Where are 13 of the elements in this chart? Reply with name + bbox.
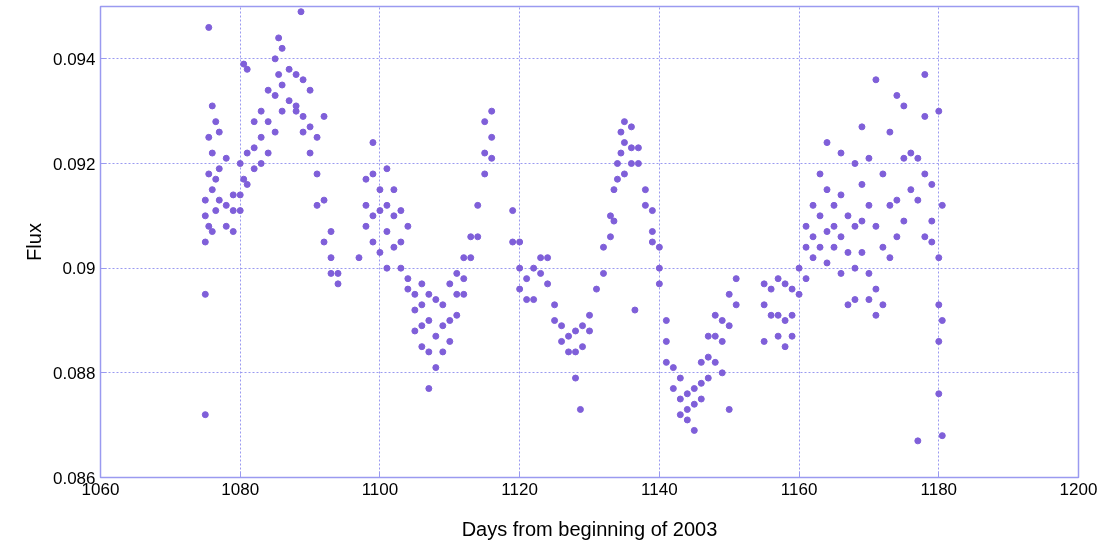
y-tick-label: 0.09 — [62, 259, 96, 279]
y-axis-title: Flux — [22, 223, 45, 261]
y-tick-label: 0.094 — [52, 49, 96, 69]
x-tick-label: 1160 — [780, 479, 818, 499]
x-tick-label: 1140 — [641, 479, 678, 499]
x-axis-title: Days from beginning of 2003 — [461, 517, 718, 540]
x-tick-label: 1120 — [501, 479, 538, 499]
y-tick-label: 0.092 — [52, 154, 96, 174]
x-tick-label: 1200 — [1059, 479, 1098, 499]
y-tick-label: 0.088 — [52, 363, 96, 383]
x-tick-label: 1100 — [361, 479, 399, 499]
x-tick-label: 1080 — [221, 479, 260, 499]
x-tick-label: 1180 — [920, 479, 958, 499]
